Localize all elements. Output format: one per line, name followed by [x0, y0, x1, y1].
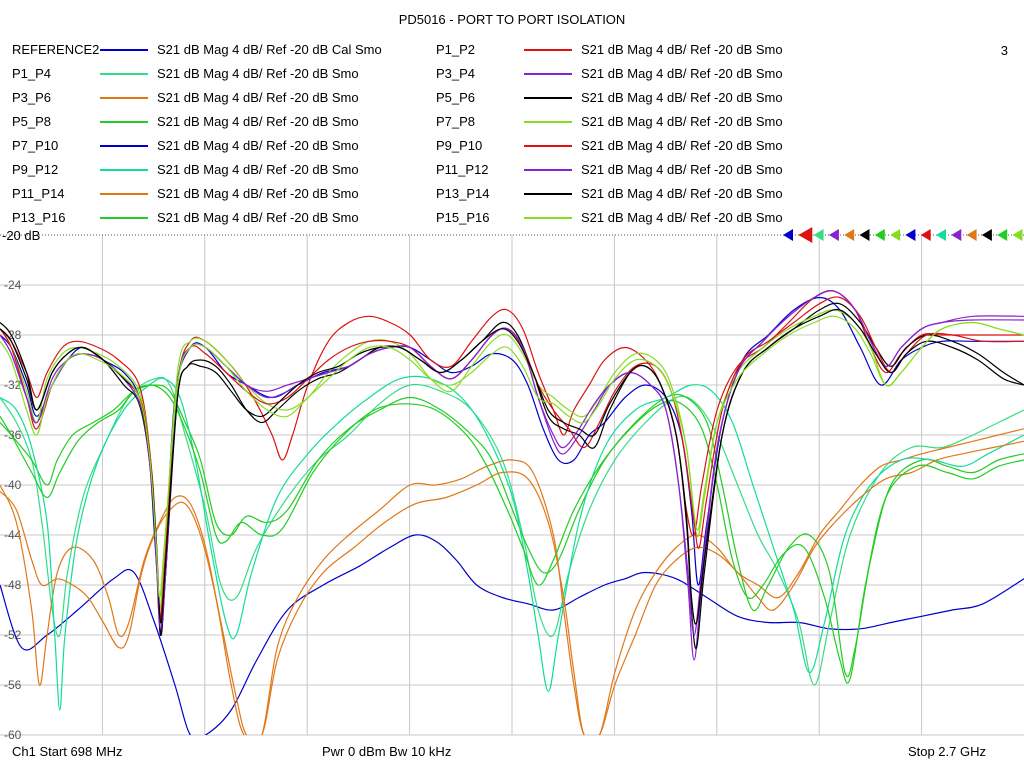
stop-frequency: Stop 2.7 GHz	[907, 744, 986, 759]
y-tick-label: -60	[4, 728, 22, 742]
trace-marker[interactable]	[951, 229, 962, 241]
legend-name: P1_P2	[436, 42, 476, 57]
legend-name: REFERENCE2	[12, 42, 100, 57]
legend-name: P7_P8	[436, 114, 476, 129]
trace-p5_p8	[0, 384, 1024, 678]
legend-swatch	[100, 217, 148, 219]
chart-title: PD5016 - PORT TO PORT ISOLATION	[398, 12, 626, 27]
y-tick-label: -32	[4, 378, 22, 392]
trace-marker[interactable]	[813, 229, 824, 241]
legend: REFERENCE2 S21 dB Mag 4 dB/ Ref -20 dB Ca…	[0, 38, 860, 230]
legend-swatch	[524, 145, 572, 147]
trace-p11_p14	[0, 440, 1024, 735]
legend-swatch	[100, 169, 148, 171]
legend-name: P1_P4	[12, 66, 52, 81]
trace-marker[interactable]	[874, 229, 885, 241]
y-tick-label: -52	[4, 628, 22, 642]
legend-swatch	[524, 73, 572, 75]
trace-markers	[783, 227, 1023, 243]
y-tick-labels: -24-28-32-36-40-44-48-52-56-60	[4, 278, 22, 742]
legend-description: S21 dB Mag 4 dB/ Ref -20 dB Smo	[581, 90, 783, 105]
trace-marker[interactable]	[1012, 229, 1023, 241]
plot-grid	[0, 235, 1024, 736]
power-bandwidth: Pwr 0 dBm Bw 10 kHz	[322, 744, 452, 759]
legend-swatch	[100, 73, 148, 75]
trace-marker[interactable]	[890, 229, 901, 241]
legend-description: S21 dB Mag 4 dB/ Ref -20 dB Smo	[581, 210, 783, 225]
y-tick-label: -56	[4, 678, 22, 692]
legend-description: S21 dB Mag 4 dB/ Ref -20 dB Cal Smo	[157, 42, 382, 57]
legend-swatch	[524, 193, 572, 195]
legend-name: P3_P6	[12, 90, 52, 105]
y-tick-label: -48	[4, 578, 22, 592]
legend-name: P5_P8	[12, 114, 52, 129]
legend-name: P11_P14	[12, 186, 65, 201]
legend-description: S21 dB Mag 4 dB/ Ref -20 dB Smo	[157, 162, 359, 177]
legend-swatch	[524, 169, 572, 171]
traces	[0, 290, 1024, 735]
y-tick-label: -24	[4, 278, 22, 292]
channel-number: 3	[1000, 43, 1008, 58]
legend-swatch	[524, 217, 572, 219]
legend-description: S21 dB Mag 4 dB/ Ref -20 dB Smo	[157, 138, 359, 153]
trace-marker[interactable]	[859, 229, 870, 241]
trace-p15_p16	[0, 315, 1024, 599]
trace-marker[interactable]	[920, 229, 931, 241]
legend-name: P9_P10	[436, 138, 483, 153]
trace-marker[interactable]	[828, 229, 839, 241]
legend-swatch	[524, 121, 572, 123]
legend-swatch	[100, 193, 148, 195]
trace-marker[interactable]	[997, 229, 1008, 241]
legend-name: P9_P12	[12, 162, 59, 177]
trace-p3_p6	[0, 428, 1024, 735]
legend-swatch	[100, 97, 148, 99]
legend-swatch	[524, 49, 572, 51]
legend-swatch	[524, 97, 572, 99]
legend-name: P15_P16	[436, 210, 490, 225]
trace-marker[interactable]	[783, 229, 793, 241]
trace-p9_p12	[0, 375, 1024, 711]
legend-swatch	[100, 49, 148, 51]
legend-description: S21 dB Mag 4 dB/ Ref -20 dB Smo	[157, 114, 359, 129]
y-tick-label: -40	[4, 478, 22, 492]
legend-description: S21 dB Mag 4 dB/ Ref -20 dB Smo	[157, 90, 359, 105]
trace-marker[interactable]	[905, 229, 916, 241]
trace-marker[interactable]	[844, 229, 855, 241]
trace-marker[interactable]	[936, 229, 946, 241]
legend-description: S21 dB Mag 4 dB/ Ref -20 dB Smo	[581, 186, 783, 201]
legend-description: S21 dB Mag 4 dB/ Ref -20 dB Smo	[581, 66, 783, 81]
legend-description: S21 dB Mag 4 dB/ Ref -20 dB Smo	[581, 162, 783, 177]
legend-name: P13_P14	[436, 186, 490, 201]
trace-marker[interactable]	[981, 229, 992, 241]
legend-name: P7_P10	[12, 138, 59, 153]
trace-p13_p16	[0, 384, 1024, 684]
legend-name: P11_P12	[436, 162, 489, 177]
legend-description: S21 dB Mag 4 dB/ Ref -20 dB Smo	[581, 114, 783, 129]
trace-reference2	[0, 534, 1024, 735]
legend-swatch	[100, 145, 148, 147]
legend-description: S21 dB Mag 4 dB/ Ref -20 dB Smo	[157, 186, 359, 201]
start-frequency: Ch1 Start 698 MHz	[12, 744, 123, 759]
legend-name: P5_P6	[436, 90, 476, 105]
legend-description: S21 dB Mag 4 dB/ Ref -20 dB Smo	[581, 42, 783, 57]
legend-description: S21 dB Mag 4 dB/ Ref -20 dB Smo	[157, 210, 359, 225]
legend-description: S21 dB Mag 4 dB/ Ref -20 dB Smo	[581, 138, 783, 153]
trace-marker[interactable]	[798, 227, 813, 243]
legend-name: P3_P4	[436, 66, 476, 81]
trace-marker[interactable]	[966, 229, 977, 241]
y-tick-label: -44	[4, 528, 22, 542]
legend-name: P13_P16	[12, 210, 66, 225]
legend-description: S21 dB Mag 4 dB/ Ref -20 dB Smo	[157, 66, 359, 81]
legend-swatch	[100, 121, 148, 123]
